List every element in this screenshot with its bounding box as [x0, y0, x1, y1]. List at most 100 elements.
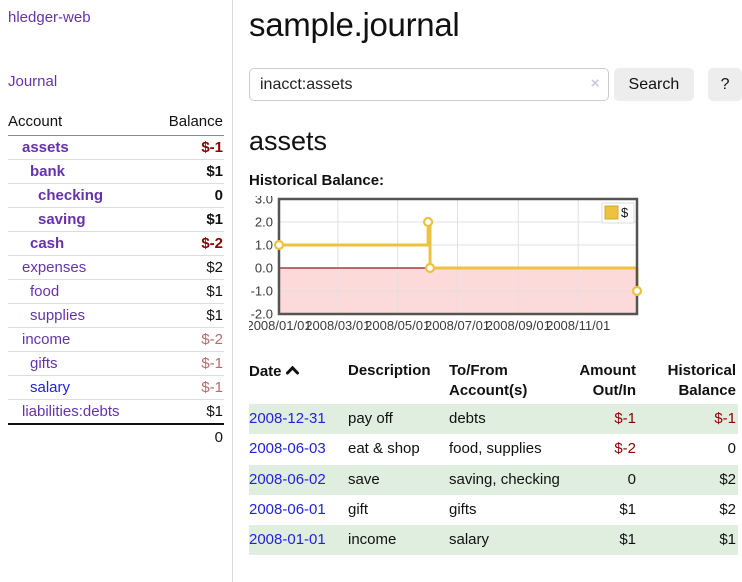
account-row: saving $1 — [8, 207, 224, 232]
transaction-description: save — [348, 470, 380, 488]
transaction-date-link[interactable]: 2008-12-31 — [249, 410, 326, 427]
transaction-amount: 0 — [627, 470, 636, 488]
account-row: salary $-1 — [8, 375, 224, 400]
clear-search-icon[interactable]: × — [590, 75, 600, 92]
transaction-description: gift — [348, 500, 369, 518]
transaction-accounts: saving, checking — [449, 470, 560, 488]
account-balance: $-1 — [201, 139, 223, 156]
app-title-link[interactable]: hledger-web — [8, 9, 91, 26]
transaction-date-link[interactable]: 2008-06-03 — [249, 440, 326, 458]
svg-text:1.0: 1.0 — [255, 238, 273, 253]
page-title: sample.journal — [249, 6, 460, 43]
accounts-table: Account Balance assets $-1 bank $1 checking 0… — [8, 111, 224, 449]
historical-balance-chart: $3.0 2.0 1.0 0.0 -1.0 -2.0 2008/01/01 2008/03/0… — [246, 192, 742, 343]
svg-text:3.0: 3.0 — [255, 196, 273, 207]
account-row: checking 0 — [8, 183, 224, 208]
account-row: gifts $-1 — [8, 351, 224, 376]
register-header-amount: Amount Out/In — [579, 362, 636, 399]
svg-text:-1.0: -1.0 — [251, 284, 273, 299]
transaction-balance: $2 — [719, 470, 736, 488]
accounts-header-account: Account — [8, 111, 153, 136]
account-balance: $-2 — [152, 231, 224, 256]
search-input[interactable] — [249, 68, 609, 101]
transaction-description: pay off — [348, 410, 393, 427]
svg-text:2008/09/01: 2008/09/01 — [486, 318, 551, 333]
accounts-header-balance: Balance — [152, 111, 224, 136]
transaction-amount: $1 — [619, 531, 636, 548]
accounts-total-value: 0 — [152, 423, 224, 449]
main-content: sample.journal × Search ? assets Histori… — [234, 0, 742, 556]
svg-text:2.0: 2.0 — [255, 215, 273, 230]
account-balance: $2 — [152, 255, 224, 280]
svg-text:2008/03/01: 2008/03/01 — [305, 318, 370, 333]
accounts-table-body: assets $-1 bank $1 checking 0 saving $1 cash $-2 e… — [8, 136, 224, 424]
account-balance: $1 — [152, 279, 224, 304]
account-link[interactable]: saving — [38, 211, 86, 228]
register-header-balance: Historical Balance — [667, 362, 736, 399]
account-row: assets $-1 — [8, 136, 224, 160]
transaction-row: 2008-06-03 eat & shop food, supplies $-2 0 — [249, 434, 738, 464]
transaction-date-link[interactable]: 2008-06-01 — [249, 500, 326, 518]
account-heading: assets — [249, 126, 328, 156]
account-balance: $-2 — [152, 327, 224, 352]
transaction-amount: $-1 — [614, 410, 636, 427]
transaction-date-link[interactable]: 2008-01-01 — [249, 531, 326, 548]
transaction-accounts: gifts — [449, 500, 477, 518]
register-table: Date Description To/From Account(s) Amou… — [249, 359, 738, 556]
chart-title: Historical Balance: — [249, 172, 385, 189]
account-link[interactable]: cash — [30, 235, 65, 252]
account-link[interactable]: income — [22, 331, 71, 348]
svg-text:2008/01/01: 2008/01/01 — [249, 318, 312, 333]
register-header-description: Description — [348, 362, 431, 379]
account-row: cash $-2 — [8, 231, 224, 256]
transaction-row: 2008-06-01 gift gifts $1 $2 — [249, 495, 738, 525]
svg-text:2008/11/01: 2008/11/01 — [546, 318, 610, 333]
accounts-total-row: 0 — [8, 423, 224, 449]
transaction-description: income — [348, 531, 397, 548]
svg-text:$: $ — [621, 205, 629, 220]
transaction-date-link[interactable]: 2008-06-02 — [249, 470, 326, 488]
transaction-row: 2008-06-02 save saving, checking 0 $2 — [249, 464, 738, 495]
account-row: income $-2 — [8, 327, 224, 352]
search-button[interactable]: Search — [613, 68, 695, 101]
account-link[interactable]: expenses — [22, 259, 87, 276]
svg-text:-2.0: -2.0 — [251, 307, 273, 322]
account-link[interactable]: food — [30, 283, 60, 300]
account-row: supplies $1 — [8, 303, 224, 328]
account-link[interactable]: checking — [38, 187, 104, 204]
account-link[interactable]: salary — [30, 379, 71, 396]
account-balance: $-1 — [152, 351, 224, 376]
account-link[interactable]: liabilities:debts — [22, 403, 120, 420]
transaction-accounts: food, supplies — [449, 440, 542, 458]
transaction-balance: $1 — [719, 531, 736, 548]
account-row: bank $1 — [8, 159, 224, 184]
account-row: liabilities:debts $1 — [8, 399, 224, 424]
transaction-amount: $-2 — [614, 440, 636, 458]
account-link[interactable]: assets — [22, 139, 69, 156]
register-header-accounts: To/From Account(s) — [449, 362, 528, 399]
svg-text:2008/05/01: 2008/05/01 — [365, 318, 430, 333]
account-balance: $1 — [152, 207, 224, 232]
svg-text:0.0: 0.0 — [255, 261, 273, 276]
account-balance: $1 — [152, 303, 224, 328]
svg-text:2008/07/01: 2008/07/01 — [425, 318, 490, 333]
account-balance: 0 — [152, 183, 224, 208]
account-link[interactable]: gifts — [30, 355, 58, 372]
account-link[interactable]: bank — [30, 163, 66, 180]
sidebar: hledger-web Journal Account Balance asse… — [0, 0, 233, 582]
account-row: expenses $2 — [8, 255, 224, 280]
chevron-up-icon — [285, 361, 299, 381]
account-balance: $1 — [152, 159, 224, 184]
register-header-date[interactable]: Date — [249, 359, 348, 404]
register-table-body: 2008-12-31 pay off debts $-1 $-1 2008-06-03 ea… — [249, 404, 738, 556]
account-balance: $1 — [152, 399, 224, 424]
account-link[interactable]: supplies — [30, 307, 86, 324]
transaction-balance: $2 — [719, 500, 736, 518]
transaction-balance: 0 — [727, 440, 736, 458]
transaction-accounts: salary — [449, 531, 490, 548]
search-form: × Search ? — [249, 68, 742, 101]
transaction-balance: $-1 — [714, 410, 736, 427]
transaction-row: 2008-01-01 income salary $1 $1 — [249, 525, 738, 556]
help-button[interactable]: ? — [708, 68, 742, 101]
sidebar-item-journal[interactable]: Journal — [8, 73, 58, 90]
